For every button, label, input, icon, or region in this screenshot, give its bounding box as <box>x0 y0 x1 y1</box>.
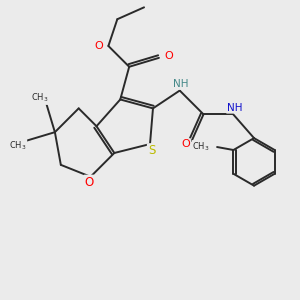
Text: S: S <box>148 144 155 157</box>
Text: O: O <box>94 41 103 51</box>
Text: CH$_3$: CH$_3$ <box>31 92 49 104</box>
Text: NH: NH <box>227 103 242 113</box>
Text: CH$_3$: CH$_3$ <box>9 139 26 152</box>
Text: O: O <box>181 139 190 149</box>
Text: O: O <box>164 51 173 62</box>
Text: NH: NH <box>173 79 189 89</box>
Text: O: O <box>84 176 94 189</box>
Text: CH$_3$: CH$_3$ <box>192 141 210 153</box>
